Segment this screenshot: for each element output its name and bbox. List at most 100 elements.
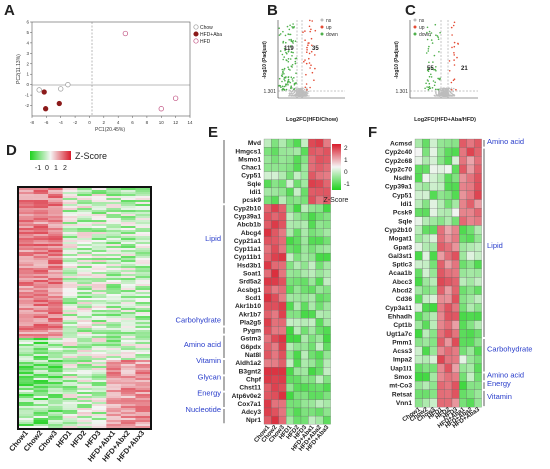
heatmap-d-cell (62, 270, 78, 273)
heatmap-e-cell (323, 179, 331, 189)
volcano-legend-label: up (419, 25, 425, 31)
heatmap-d-cell (91, 224, 107, 227)
heatmap-e-cell (293, 220, 302, 229)
heatmap-f-cell (451, 346, 460, 356)
heatmap-d-cell (33, 378, 49, 381)
pca-y-tick-label: 3 (26, 51, 29, 56)
heatmap-d-cell (62, 268, 78, 271)
heatmap-f-cell (444, 268, 453, 278)
heatmap-d-cell (120, 360, 136, 363)
volcano-point-down (289, 24, 291, 27)
pca-y-tick-label: -1 (25, 93, 29, 98)
heatmap-d-cell (135, 288, 151, 291)
heatmap-f-cell (459, 259, 467, 269)
heatmap-e-cell (308, 179, 316, 189)
heatmap-f-row-label: Sptlc3 (392, 262, 412, 269)
heatmap-e-cell (308, 285, 316, 294)
volcano-point-down (429, 34, 431, 37)
heatmap-d-cell (77, 238, 92, 241)
volcano-point-ns (305, 94, 307, 97)
heatmap-d-cell (120, 280, 136, 283)
heatmap-d-cell (135, 270, 151, 273)
heatmap-d-cell (19, 224, 34, 227)
heatmap-e-cell (271, 407, 279, 417)
volcano-point-ns (303, 90, 305, 92)
heatmap-f-cell (444, 173, 453, 183)
volcano-point-down (293, 84, 296, 86)
heatmap-d-cell (91, 202, 107, 205)
heatmap-f-cell (414, 389, 423, 399)
volcano-point-down (289, 45, 292, 48)
heatmap-d-cell (33, 282, 49, 285)
heatmap-d-cell (33, 398, 49, 401)
heatmap-d-cell (77, 278, 92, 281)
heatmap-d-cell (120, 226, 136, 229)
heatmap-d-cell (62, 342, 78, 345)
heatmap-e-row-label: Chac1 (241, 165, 261, 172)
heatmap-e-cell (308, 407, 316, 417)
heatmap-e-row-label: Msmo1 (238, 156, 261, 163)
heatmap-e-cell (286, 163, 294, 172)
volcano-point-ns (290, 90, 292, 93)
volcano-point-up (306, 51, 308, 53)
heatmap-f-cell (459, 199, 467, 209)
heatmap-d-cell (135, 388, 151, 391)
heatmap-e-cell (293, 163, 302, 172)
heatmap-e-cell (263, 261, 272, 270)
heatmap-e-row-label: Gstm3 (240, 336, 261, 343)
volcano-point-up (311, 20, 314, 22)
pca-x-tick-label: 2 (103, 120, 106, 125)
heatmap-d-cell (106, 398, 122, 401)
heatmap-d-cell (19, 192, 34, 195)
heatmap-d-cell (62, 388, 78, 391)
heatmap-d-cell (62, 372, 78, 375)
heatmap-f-category-label: Amino acid (487, 371, 524, 380)
heatmap-f-cell (429, 285, 438, 295)
heatmap-d-cell (33, 310, 49, 313)
heatmap-d-cell (91, 316, 107, 319)
heatmap-d-cell (135, 334, 151, 337)
heatmap-f-cell (444, 320, 453, 330)
heatmap-f-cell (474, 372, 482, 382)
heatmap-d-cell (120, 288, 136, 291)
pca-x-ticks: -8 -6 -4 -2 0 2 4 6 8 10 12 14 (30, 116, 193, 125)
heatmap-d-cell (120, 322, 136, 325)
heatmap-d-cell (106, 280, 122, 283)
heatmap-d-cell (120, 344, 136, 347)
volcano-legend-marker (413, 25, 417, 29)
heatmap-d-cell (135, 326, 151, 329)
heatmap-d-cell (62, 194, 78, 197)
heatmap-d-cell (33, 340, 49, 343)
heatmap-d-cell (48, 398, 63, 401)
heatmap-f-row-label: Impa2 (393, 357, 412, 364)
volcano-point-up (453, 54, 456, 56)
heatmap-d-cell (120, 358, 136, 361)
heatmap-d-cell (106, 298, 122, 301)
heatmap-d-cell (120, 204, 136, 207)
heatmap-e-cell (286, 236, 294, 246)
heatmap-d-cell (77, 330, 92, 333)
heatmap-d-cell (48, 342, 63, 345)
heatmap-d-cell (19, 252, 34, 255)
heatmap-d-cell (91, 358, 107, 361)
heatmap-d-cell (120, 214, 136, 217)
heatmap-d-cell (48, 330, 63, 333)
heatmap-d-cell (106, 348, 122, 351)
heatmap-d-cell (48, 196, 63, 199)
heatmap-f-cell (474, 355, 482, 365)
heatmap-d-cell (106, 194, 122, 197)
volcano-point-ns (305, 93, 307, 95)
heatmap-d-cell (106, 246, 122, 249)
heatmap-d-cell (77, 334, 92, 337)
heatmap-d-cell (33, 380, 49, 383)
volcano-point-down (428, 75, 431, 78)
heatmap-d-cell (62, 236, 78, 239)
volcano-point-up (305, 62, 308, 65)
heatmap-d-cell (91, 294, 107, 297)
heatmap-e-cell (278, 415, 287, 425)
volcano-point-down (437, 36, 440, 38)
heatmap-f-cell (422, 182, 430, 192)
heatmap-d-cell (19, 376, 34, 379)
volcano-point-ns (447, 95, 449, 97)
heatmap-d-cell (77, 200, 92, 203)
